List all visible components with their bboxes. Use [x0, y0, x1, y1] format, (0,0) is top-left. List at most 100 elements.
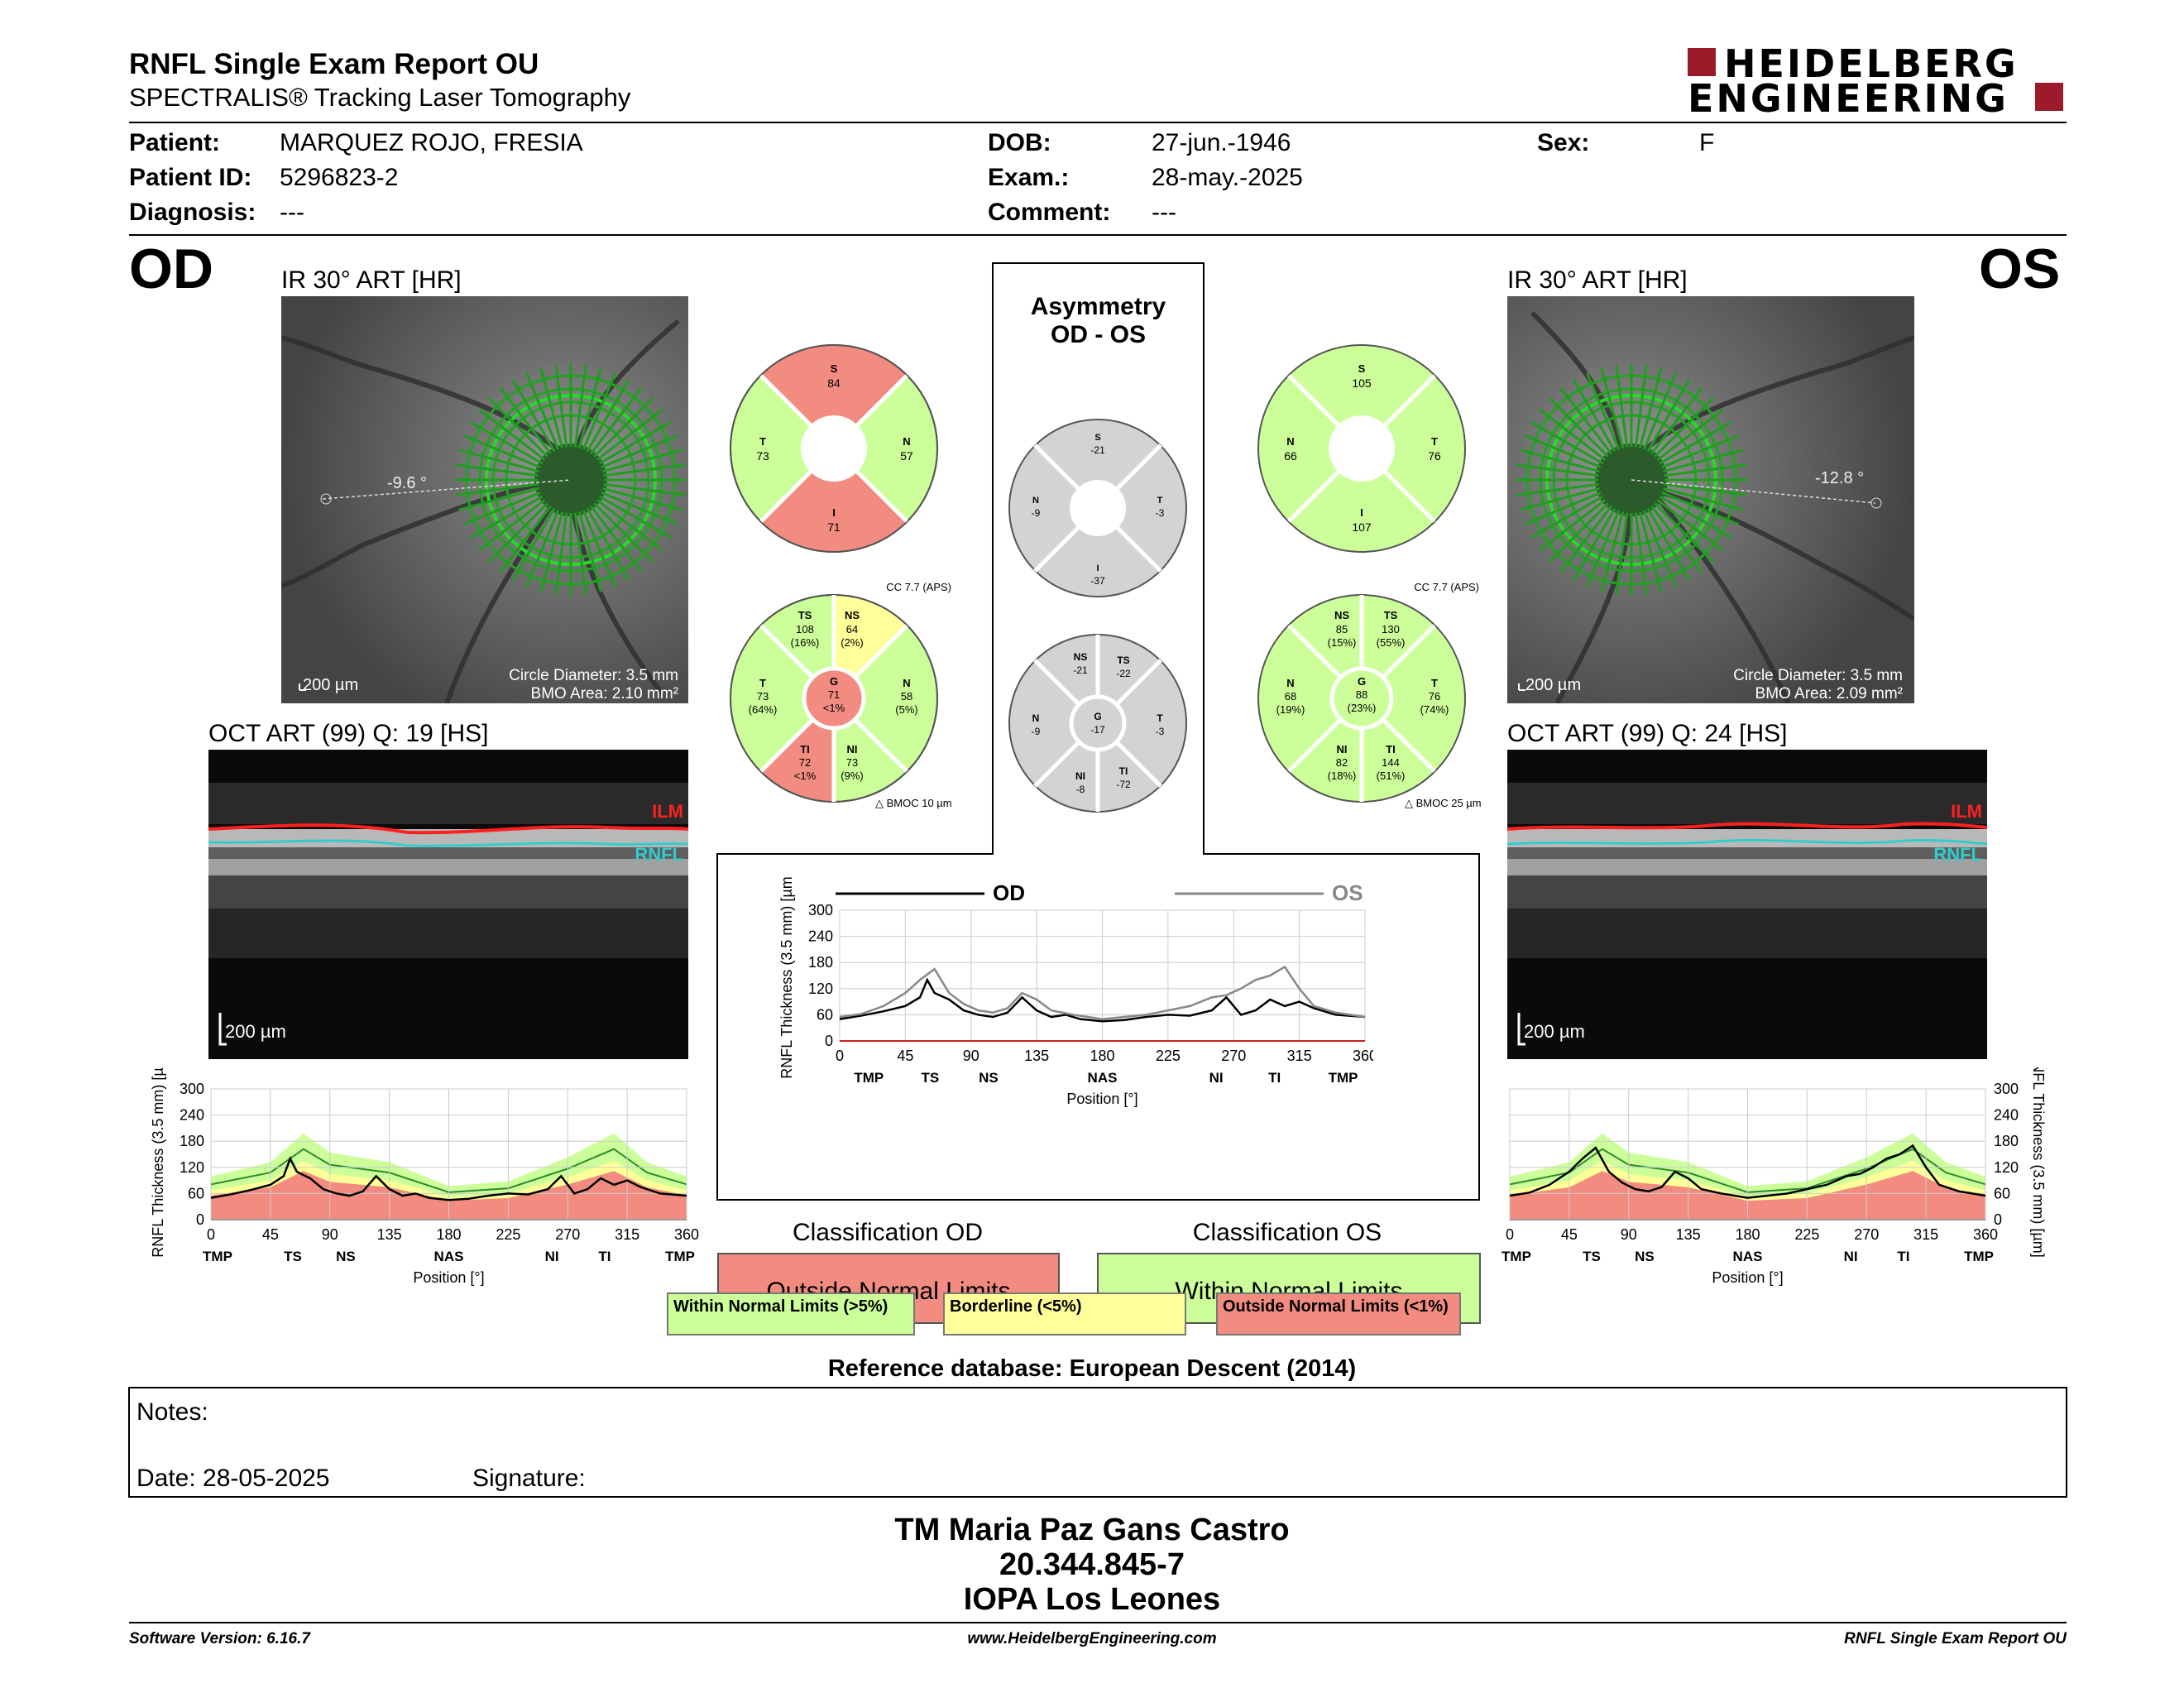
od-quadrant-chart: S 84 I 71 T 73 N 57	[730, 344, 938, 553]
od-ti-pct: <1%	[794, 770, 817, 782]
od-bmo-area: BMO Area: 2.10 mm²	[531, 685, 678, 703]
fundus-scan-spoke	[586, 507, 630, 581]
fundus-scan-spoke	[458, 448, 539, 473]
x-axis-label: Position [°]	[1712, 1269, 1783, 1286]
svg-text:T: T	[759, 435, 766, 448]
fundus-scan-spoke	[603, 463, 686, 477]
x-tick-label: 315	[1287, 1048, 1312, 1064]
fundus-scan-spoke	[1664, 482, 1746, 496]
x-tick-label: 135	[377, 1226, 402, 1243]
fundus-scan-spoke	[596, 408, 663, 461]
os-g-val: 88	[1356, 688, 1367, 701]
svg-text:NS: NS	[1074, 651, 1088, 663]
os-ts-val: 130	[1382, 623, 1400, 635]
fundus-scan-spoke	[487, 502, 548, 563]
x-axis-label: Position [°]	[413, 1269, 484, 1286]
sector-label: TMP	[1502, 1249, 1531, 1264]
fundus-scan-spoke	[1572, 507, 1616, 581]
sex: F	[1699, 129, 1715, 156]
classification-os-title: Classification OS	[1192, 1219, 1382, 1246]
os-fundus-scale: 200 µm	[1525, 676, 1581, 694]
fundus-scan-spoke	[1548, 396, 1609, 458]
website[interactable]: www.HeidelbergEngineering.com	[967, 1630, 1217, 1647]
comment-label: Comment:	[988, 199, 1111, 226]
fundus-scan-spoke	[511, 379, 556, 453]
y-tick-label: 240	[808, 928, 833, 945]
fundus-scan-spoke	[1642, 510, 1677, 587]
fundus-scan-spoke	[1530, 420, 1604, 465]
asym-ni-val: -8	[1076, 784, 1085, 795]
fundus-scan-spoke	[1519, 448, 1600, 473]
exam-label: Exam.:	[988, 164, 1070, 191]
fundus-scan-spoke	[1654, 502, 1715, 563]
sector-label: TMP	[665, 1249, 695, 1264]
os-ni-pct: (18%)	[1328, 770, 1357, 782]
x-tick-label: 225	[1794, 1226, 1819, 1243]
x-tick-label: 45	[262, 1226, 279, 1243]
y-tick-label: 0	[196, 1211, 204, 1228]
fundus-scan-spoke	[1634, 512, 1648, 595]
comment: ---	[1152, 199, 1176, 226]
fundus-scan-spoke	[1642, 372, 1677, 450]
fundus-scan-spoke	[470, 420, 544, 465]
date-label: Date: 28-05-2025	[136, 1465, 330, 1492]
sector-label: TMP	[1964, 1249, 1994, 1264]
notes-box[interactable]: Notes: Date: 28-05-2025 Signature:	[128, 1387, 2067, 1498]
fundus-scan-spoke	[478, 499, 546, 552]
fundus-scan-spoke	[1646, 379, 1691, 453]
x-tick-label: 90	[963, 1048, 979, 1064]
od-oct-title: OCT ART (99) Q: 19 [HS]	[208, 720, 489, 747]
sector-label: TI	[1268, 1070, 1281, 1086]
y-tick-label: 180	[180, 1133, 204, 1149]
od-ts-val: 108	[796, 623, 814, 635]
od-g-val: 71	[828, 688, 840, 701]
os-angle-label: -12.8 °	[1815, 469, 1864, 487]
sector-label: NI	[1844, 1249, 1858, 1264]
x-tick-label: 135	[1024, 1048, 1049, 1064]
fundus-scan-spoke	[1646, 507, 1691, 581]
os-circle-diameter: Circle Diameter: 3.5 mm	[1733, 667, 1903, 684]
fundus-scan-spoke	[554, 365, 568, 448]
fundus-scan-spoke	[1638, 511, 1663, 592]
y-tick-label: 180	[1994, 1133, 2019, 1149]
fundus-scan-spoke	[1656, 499, 1724, 552]
svg-text:TS: TS	[798, 609, 812, 621]
series-line-OS	[839, 965, 1366, 1020]
asym-ns-val: -21	[1073, 664, 1088, 676]
fundus-scan-spoke	[539, 511, 564, 592]
dob-label: DOB:	[988, 129, 1051, 156]
y-tick-label: 120	[1994, 1159, 2019, 1176]
x-tick-label: 225	[1156, 1048, 1181, 1064]
asymmetry-title: Asymmetry	[1030, 293, 1166, 320]
fundus-scan-spoke	[1516, 463, 1599, 477]
fundus-scan-spoke	[602, 448, 683, 473]
heidelberg-logo: HEIDELBERG ENGINEERING	[1688, 41, 2068, 121]
sector-label: NI	[545, 1249, 559, 1264]
os-detail-sector-chart: NS 85 (15%) TS 130 (55%) T 76 (74%) TI 1…	[1257, 594, 1466, 803]
os-cc-label: CC 7.7 (APS)	[1414, 581, 1479, 593]
asym-n-val: -9	[1032, 726, 1041, 737]
series-line-OD	[839, 977, 1366, 1023]
sector-label: TMP	[1329, 1070, 1358, 1086]
x-tick-label: 0	[207, 1226, 215, 1243]
fundus-scan-spoke	[1539, 499, 1607, 552]
x-tick-label: 45	[897, 1048, 913, 1064]
od-circle-diameter: Circle Diameter: 3.5 mm	[509, 667, 678, 684]
fundus-scan-spoke	[1638, 367, 1663, 448]
sector-label: TS	[284, 1249, 302, 1264]
od-ts-pct: (16%)	[791, 636, 820, 649]
fundus-scan-spoke	[1516, 482, 1599, 496]
y-tick-label: 60	[817, 1006, 833, 1023]
os-ts-pct: (55%)	[1377, 636, 1406, 649]
fundus-scan-spoke	[525, 372, 560, 450]
signer-id: 20.344.845-7	[999, 1547, 1185, 1582]
sex-label: Sex:	[1537, 129, 1590, 156]
fundus-scan-spoke	[478, 408, 546, 461]
fundus-scan-spoke	[593, 502, 654, 563]
od-angle-label: -9.6 °	[387, 474, 427, 492]
y-tick-label: 300	[1994, 1081, 2019, 1097]
sector-label: NS	[336, 1249, 356, 1264]
os-quadrant-chart: S 105 I 107 N 66 T 76	[1257, 344, 1466, 553]
fundus-scan-spoke	[593, 396, 654, 458]
